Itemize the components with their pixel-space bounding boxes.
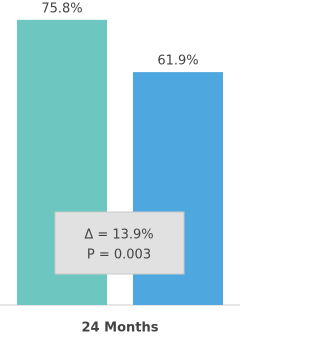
chart: 75.8% 61.9% 24 Months Δ = 13.9% P = 0.003 bbox=[0, 1, 240, 350]
annotation-box bbox=[54, 211, 185, 275]
x-tick-label: 24 Months bbox=[82, 321, 159, 336]
category-band bbox=[0, 305, 240, 350]
value-label: 61.9% bbox=[157, 54, 198, 69]
value-label: 75.8% bbox=[41, 1, 82, 16]
annotation: P = 0.003 bbox=[87, 248, 151, 263]
annotation: Δ = 13.9% bbox=[84, 228, 153, 243]
